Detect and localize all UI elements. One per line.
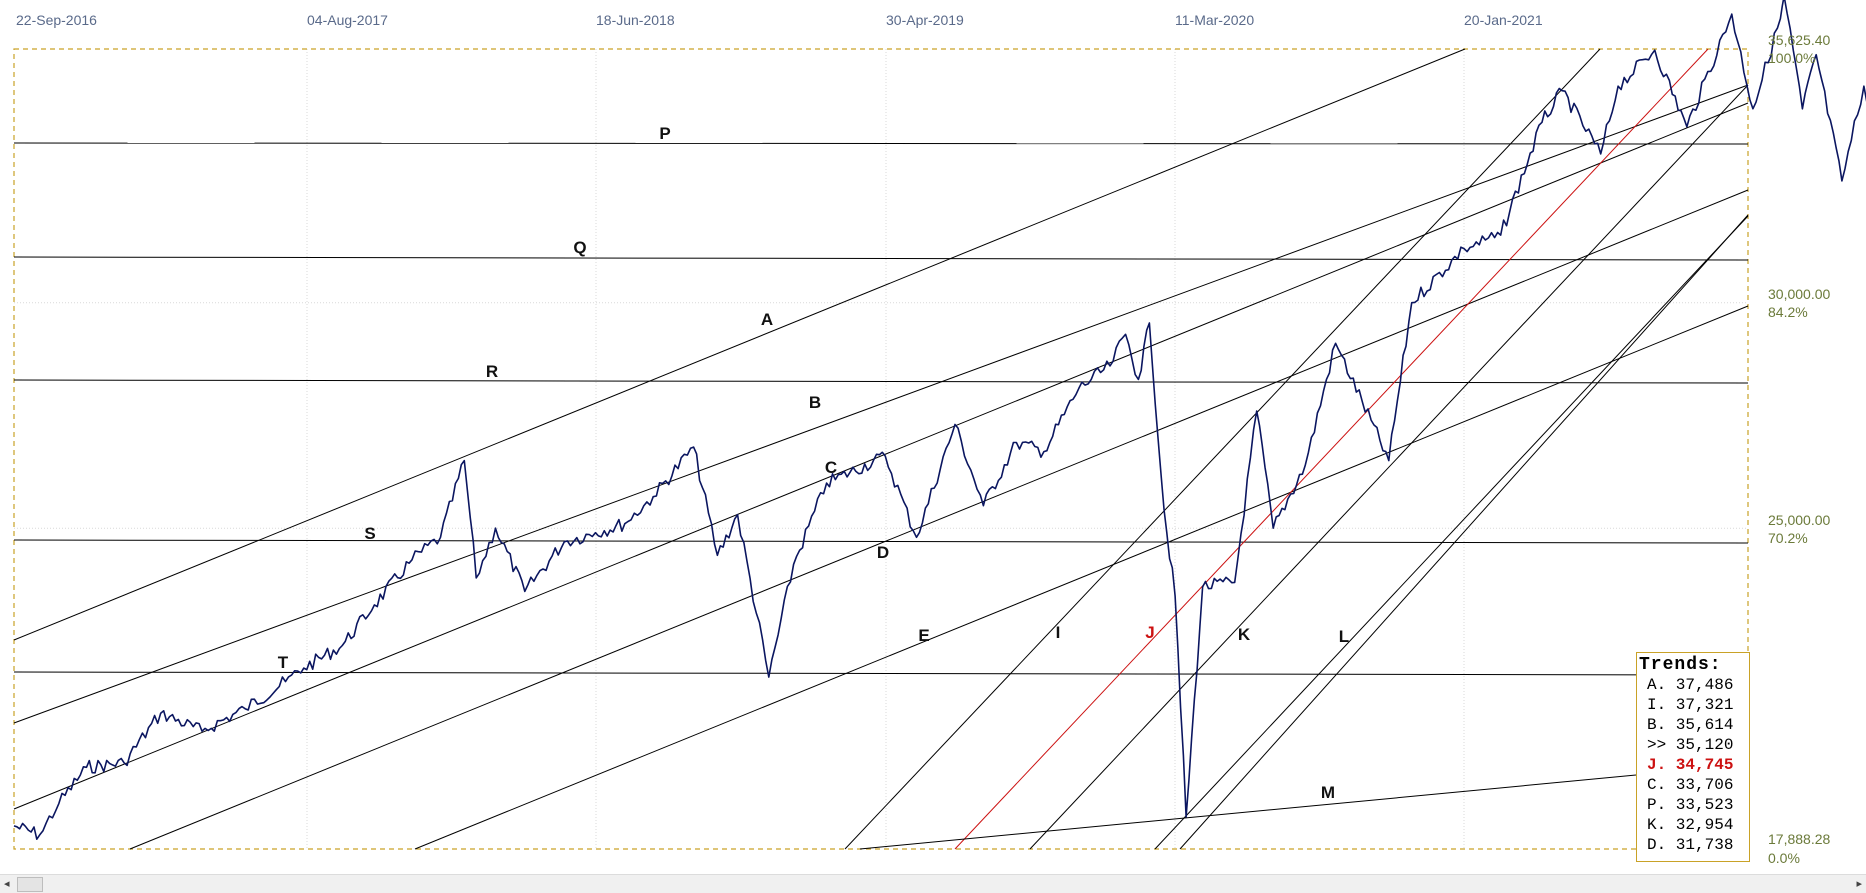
horizontal-scrollbar[interactable]: ◂ ▸ (0, 874, 1866, 893)
trends-legend: Trends: A. 37,486 I. 37,321 B. 35,614 >> 35… (1636, 652, 1750, 862)
trend-line-j (954, 48, 1709, 850)
date-label-6: 20-Jan-2021 (1464, 12, 1543, 28)
date-label-4: 30-Apr-2019 (886, 12, 964, 28)
trend-label-t: T (277, 653, 289, 672)
axis-pct-bottom: 0.0% (1768, 850, 1800, 866)
scroll-right-icon[interactable]: ▸ (1856, 878, 1862, 890)
trend-label-r: R (485, 362, 499, 381)
trend-line-m (859, 774, 1637, 850)
trend-line-a (13, 48, 1466, 641)
trend-label-m: M (1320, 783, 1336, 802)
trend-label-s: S (364, 524, 376, 543)
trend-row: A. 37,486 (1647, 676, 1734, 694)
trend-line-k2 (1179, 214, 1749, 850)
trend-label-c: C (824, 458, 838, 477)
trend-line-r (13, 379, 1749, 384)
trend-label-p: P (659, 124, 671, 143)
trend-line-b (13, 84, 1749, 724)
axis-value-low: 25,000.00 (1768, 512, 1831, 528)
trend-row: D. 31,738 (1647, 836, 1734, 854)
trend-label-q: Q (573, 238, 587, 257)
trend-row: P. 33,523 (1647, 796, 1734, 814)
trend-row: >> 35,120 (1647, 736, 1734, 754)
trend-row: C. 33,706 (1647, 776, 1734, 794)
trends-title: Trends: (1639, 655, 1722, 675)
trend-label-k: K (1237, 625, 1251, 644)
trend-label-l: L (1338, 627, 1350, 646)
trend-line-k (1029, 84, 1749, 850)
trend-row: K. 32,954 (1647, 816, 1734, 834)
trend-line-e (414, 305, 1749, 850)
trend-line-l (1154, 215, 1749, 850)
trend-label-j: J (1145, 623, 1155, 642)
scroll-thumb[interactable] (17, 877, 43, 892)
axis-value-bottom: 17,888.28 (1768, 831, 1831, 847)
trend-lines (13, 48, 1749, 850)
chart-frame (13, 48, 1749, 850)
date-label-2: 04-Aug-2017 (307, 12, 388, 28)
trend-label-i: I (1055, 623, 1061, 642)
trend-line-p (13, 142, 1749, 145)
axis-value-top: 35,625.40 (1768, 32, 1831, 48)
trend-label-a: A (760, 310, 774, 329)
trend-label-d: D (876, 543, 890, 562)
trend-line-c (13, 102, 1749, 810)
trend-line-i (844, 48, 1601, 850)
trend-label-b: B (808, 393, 822, 412)
axis-pct-low: 70.2% (1768, 530, 1808, 546)
trend-label-e: E (918, 626, 930, 645)
trend-line-q (13, 256, 1749, 261)
trend-row: I. 37,321 (1647, 696, 1734, 714)
date-label-3: 18-Jun-2018 (596, 12, 675, 28)
price-series (13, 0, 1866, 840)
scroll-left-icon[interactable]: ◂ (4, 878, 10, 890)
gridlines (14, 49, 1748, 849)
axis-pct-top: 100.0% (1768, 50, 1816, 66)
axis-pct-mid: 84.2% (1768, 304, 1808, 320)
trend-line-t (13, 671, 1749, 676)
price-line (13, 0, 1866, 840)
trend-row: J. 34,745 (1647, 756, 1734, 774)
date-label-5: 11-Mar-2020 (1175, 12, 1255, 28)
trend-line-s (13, 539, 1749, 544)
trend-line-d (129, 189, 1749, 850)
trend-row: B. 35,614 (1647, 716, 1734, 734)
axis-value-mid: 30,000.00 (1768, 286, 1831, 302)
date-label-1: 22-Sep-2016 (16, 12, 97, 28)
